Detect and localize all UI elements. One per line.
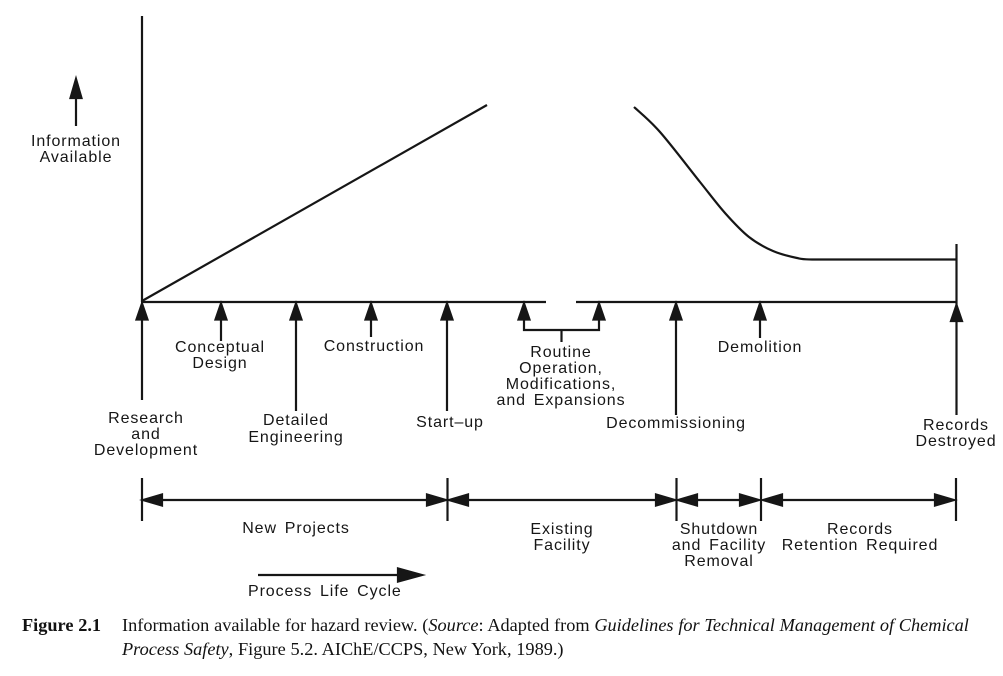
svg-text:Destroyed: Destroyed	[915, 433, 996, 450]
svg-text:and: and	[131, 426, 160, 443]
svg-text:Facility: Facility	[534, 537, 591, 554]
svg-text:Records: Records	[827, 521, 893, 538]
svg-text:Process Life Cycle: Process Life Cycle	[248, 583, 402, 600]
svg-text:Information available for haza: Information available for hazard review.…	[122, 615, 969, 636]
svg-text:Operation,: Operation,	[519, 360, 603, 377]
svg-text:Research: Research	[108, 410, 184, 427]
svg-text:Demolition: Demolition	[718, 339, 803, 356]
svg-text:Design: Design	[192, 355, 247, 372]
svg-text:and Facility: and Facility	[672, 537, 766, 554]
svg-text:Process Safety, Figure 5.2. AI: Process Safety, Figure 5.2. AIChE/CCPS, …	[121, 639, 564, 660]
svg-text:Available: Available	[40, 149, 113, 166]
svg-text:Detailed: Detailed	[263, 412, 329, 429]
svg-text:Information: Information	[31, 133, 121, 150]
svg-text:Existing: Existing	[530, 521, 593, 538]
svg-text:Records: Records	[923, 417, 989, 434]
svg-text:Figure 2.1: Figure 2.1	[22, 615, 101, 635]
svg-text:Modifications,: Modifications,	[506, 376, 616, 393]
svg-text:Retention Required: Retention Required	[782, 537, 939, 554]
svg-text:Removal: Removal	[684, 553, 753, 570]
svg-text:Construction: Construction	[324, 338, 425, 355]
svg-text:Start–up: Start–up	[416, 414, 484, 431]
svg-text:New Projects: New Projects	[242, 520, 350, 537]
svg-text:Decommissioning: Decommissioning	[606, 415, 746, 432]
svg-text:Routine: Routine	[530, 344, 591, 361]
svg-text:Shutdown: Shutdown	[680, 521, 758, 538]
svg-text:Engineering: Engineering	[248, 429, 343, 446]
svg-text:and Expansions: and Expansions	[497, 392, 626, 409]
svg-text:Conceptual: Conceptual	[175, 339, 265, 356]
svg-text:Development: Development	[94, 442, 198, 459]
